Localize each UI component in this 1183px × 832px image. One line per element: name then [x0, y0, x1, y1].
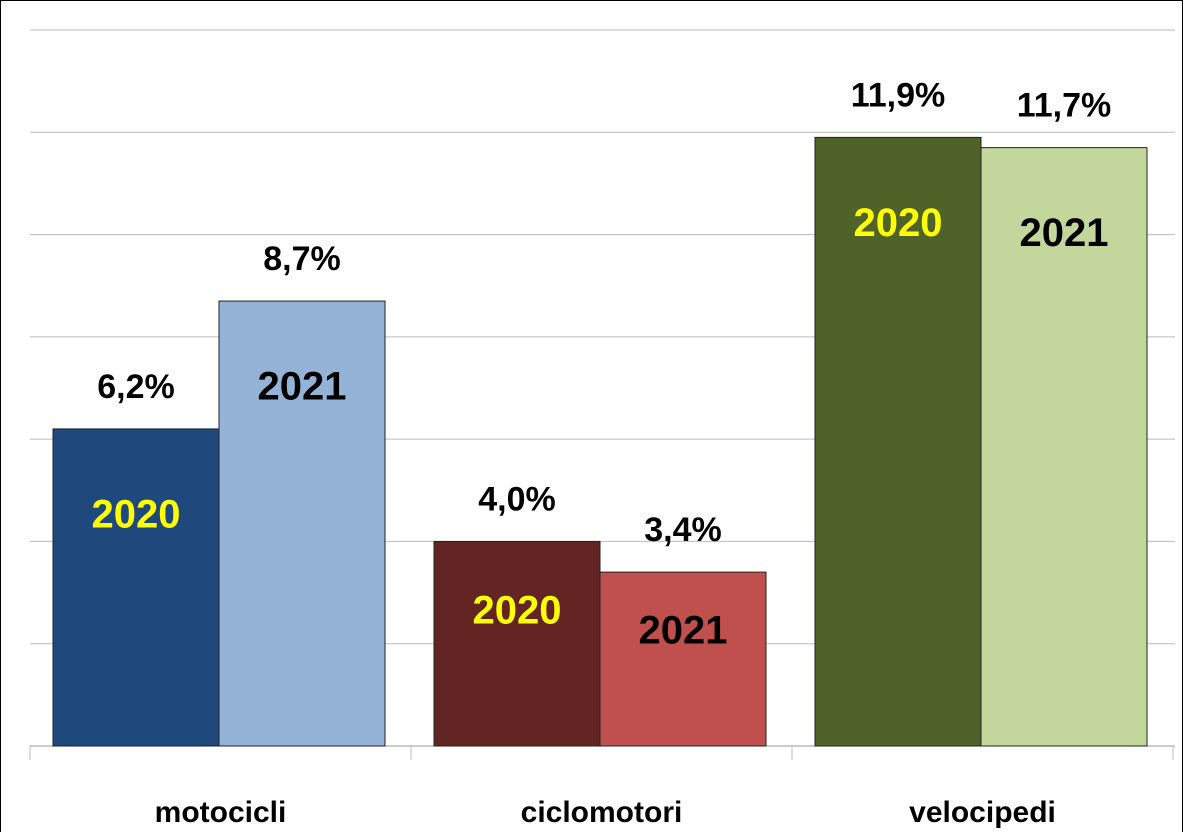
value-label: 8,7% — [263, 240, 341, 278]
series-label: 2020 — [92, 492, 181, 536]
series-label: 2021 — [1020, 211, 1109, 255]
x-tick-label: motocicli — [155, 796, 287, 829]
bar — [52, 428, 220, 747]
series-label: 2021 — [258, 365, 347, 409]
value-label: 3,4% — [644, 511, 722, 549]
bar — [980, 147, 1148, 747]
bar — [814, 136, 982, 747]
x-tick-label: velocipedi — [909, 796, 1056, 829]
bar — [599, 571, 767, 747]
value-label: 11,9% — [851, 76, 946, 114]
bar — [218, 300, 386, 747]
x-tick-label: ciclomotori — [521, 796, 683, 829]
series-label: 2021 — [639, 609, 728, 653]
series-label: 2020 — [473, 589, 562, 633]
value-label: 11,7% — [1017, 87, 1112, 125]
value-label: 6,2% — [97, 368, 175, 406]
bar — [433, 540, 601, 747]
series-label: 2020 — [854, 201, 943, 245]
value-label: 4,0% — [478, 480, 556, 518]
